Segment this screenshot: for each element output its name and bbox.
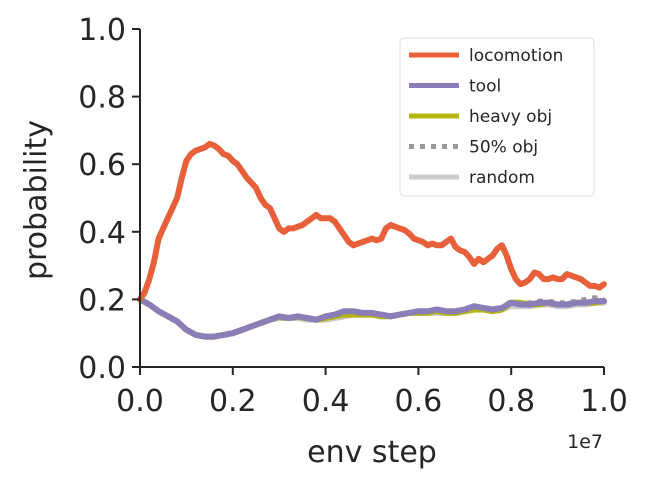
- legend-entry-label: random: [469, 168, 535, 188]
- y-tick-label: 1.0: [78, 13, 126, 48]
- x-axis-offset-label: 1e7: [567, 431, 603, 453]
- legend-entry-label: heavy obj: [469, 107, 552, 127]
- legend-entry-label: 50% obj: [469, 138, 538, 158]
- legend-entry-label: tool: [469, 77, 501, 97]
- y-tick-label: 0.8: [78, 81, 126, 116]
- y-axis-label: probability: [19, 120, 54, 280]
- legend-frame: [399, 37, 595, 197]
- series-line-locomotion: [137, 140, 607, 303]
- y-tick-label: 0.4: [78, 216, 126, 251]
- x-tick-label: 0.0: [116, 384, 164, 419]
- x-tick-label: 0.8: [487, 384, 535, 419]
- series-layer: [137, 140, 607, 340]
- x-axis-label: env step: [307, 435, 437, 470]
- series-line-tool: [137, 296, 607, 340]
- y-tick-label: 0.6: [78, 148, 126, 183]
- x-tick-label: 0.4: [302, 384, 350, 419]
- legend: locomotion tool heavy obj 50% obj random: [399, 37, 595, 197]
- axes: [139, 29, 604, 368]
- x-tick-label: 0.2: [209, 384, 257, 419]
- x-tick-label: 1.0: [580, 384, 628, 419]
- y-tick-label: 0.2: [78, 283, 126, 318]
- x-tick-label: 0.6: [395, 384, 443, 419]
- x-ticks: 0.0 0.2 0.4 0.6 0.8 1.0: [116, 367, 628, 419]
- legend-entry-label: locomotion: [469, 46, 563, 66]
- y-ticks: 0.0 0.2 0.4 0.6 0.8 1.0: [78, 13, 140, 386]
- y-tick-label: 0.0: [78, 351, 126, 386]
